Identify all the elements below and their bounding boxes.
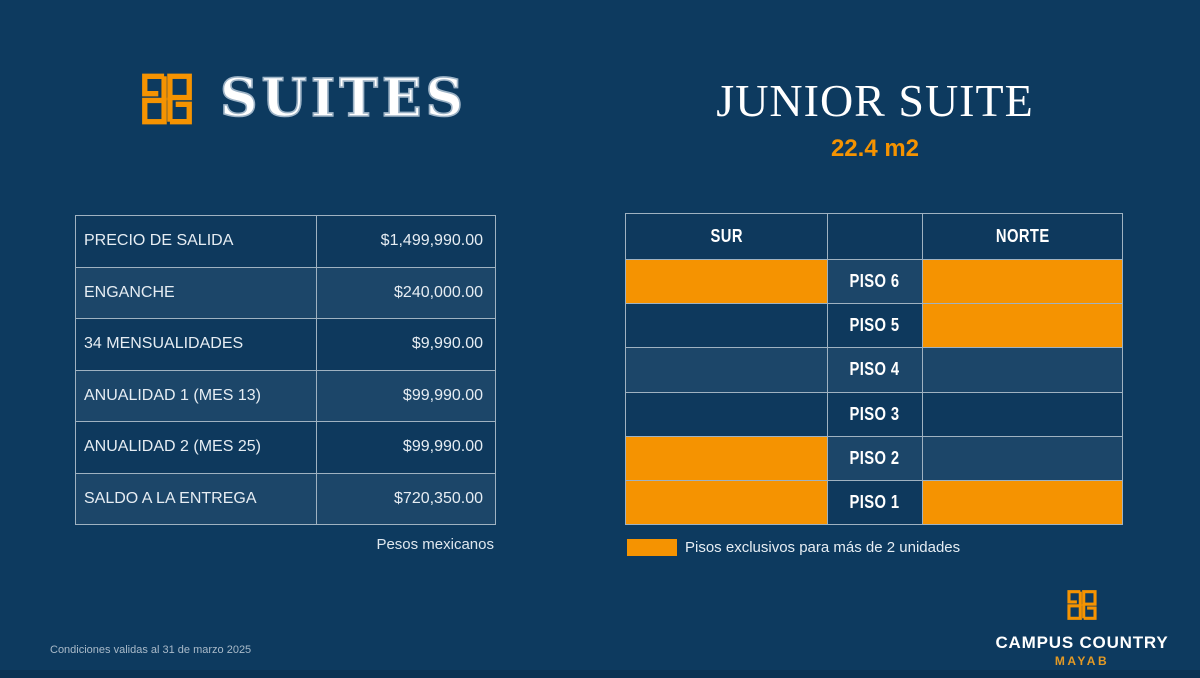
pricing-row-label: ANUALIDAD 1 (MES 13) [76, 370, 316, 421]
floors-table: SUR NORTE PISO 6 PISO 5 PISO 4 PISO 3 PISO 2… [625, 213, 1123, 525]
floor-cell-norte [923, 392, 1122, 436]
floor-cell-norte [923, 480, 1122, 524]
floor-cell-sur [626, 480, 827, 524]
floors-header-sur: SUR [626, 214, 827, 259]
pricing-row-label: PRECIO DE SALIDA [76, 216, 316, 267]
legend-orange-swatch [627, 539, 677, 556]
floor-label: PISO 3 [828, 392, 922, 436]
floor-label-text: PISO 6 [849, 271, 901, 292]
campus-country-monogram-icon [1067, 590, 1097, 620]
pricing-row-value: $9,990.00 [317, 319, 495, 370]
brand-lockup: SUITES [138, 70, 467, 128]
floor-cell-sur [626, 260, 827, 304]
floor-label: PISO 5 [828, 304, 922, 348]
pricing-row-value: $720,350.00 [317, 473, 495, 524]
floor-label-text: PISO 1 [849, 491, 901, 512]
pricing-row-label: SALDO A LA ENTREGA [76, 473, 316, 524]
legend: Pisos exclusivos para más de 2 unidades [627, 539, 960, 556]
floor-label-text: PISO 2 [849, 447, 901, 468]
floor-label: PISO 6 [828, 260, 922, 304]
area-subtitle: 22.4 m2 [830, 134, 920, 162]
floor-cell-norte [923, 260, 1122, 304]
floor-cell-norte [923, 304, 1122, 348]
floor-cell-sur [626, 304, 827, 348]
floor-cell-norte [923, 436, 1122, 480]
currency-note: Pesos mexicanos [376, 536, 494, 553]
floor-label-text: PISO 3 [849, 403, 901, 424]
floors-header-norte: NORTE [923, 214, 1122, 259]
legend-label: Pisos exclusivos para más de 2 unidades [685, 539, 961, 556]
pricing-row-value: $99,990.00 [317, 370, 495, 421]
footer-logo-subtitle: MAYAB [1054, 654, 1110, 668]
floor-label: PISO 4 [828, 348, 922, 392]
floors-header-spacer [828, 214, 922, 259]
pricing-row-value: $99,990.00 [317, 422, 495, 473]
pricing-row-label: 34 MENSUALIDADES [76, 319, 316, 370]
pricing-row-value: $240,000.00 [317, 267, 495, 318]
brand-word: SUITES [219, 68, 468, 129]
floor-label: PISO 2 [828, 436, 922, 480]
campus-country-monogram-icon [142, 73, 192, 125]
floor-label-text: PISO 5 [849, 315, 901, 336]
pricing-table: PRECIO DE SALIDA $1,499,990.00 ENGANCHE $24… [75, 215, 496, 525]
pricing-row-value: $1,499,990.00 [317, 216, 495, 267]
floor-label: PISO 1 [828, 480, 922, 524]
conditions-disclaimer: Condiciones validas al 31 de marzo 2025 [50, 644, 252, 656]
pricing-row-label: ANUALIDAD 2 (MES 25) [76, 422, 316, 473]
floor-cell-sur [626, 436, 827, 480]
floor-label-text: PISO 4 [849, 359, 901, 380]
floor-cell-sur [626, 392, 827, 436]
title-block: JUNIOR SUITE 22.4 m2 [625, 75, 1125, 163]
footer-logo-title: CAMPUS COUNTRY [995, 633, 1169, 652]
bottom-edge-strip [0, 670, 1200, 678]
page-title: JUNIOR SUITE [716, 75, 1034, 126]
header-sur-label: SUR [710, 226, 743, 246]
floor-cell-norte [923, 348, 1122, 392]
pricing-row-label: ENGANCHE [76, 267, 316, 318]
floor-cell-sur [626, 348, 827, 392]
header-norte-label: NORTE [995, 226, 1050, 246]
footer-logo: CAMPUS COUNTRY MAYAB [982, 586, 1182, 668]
